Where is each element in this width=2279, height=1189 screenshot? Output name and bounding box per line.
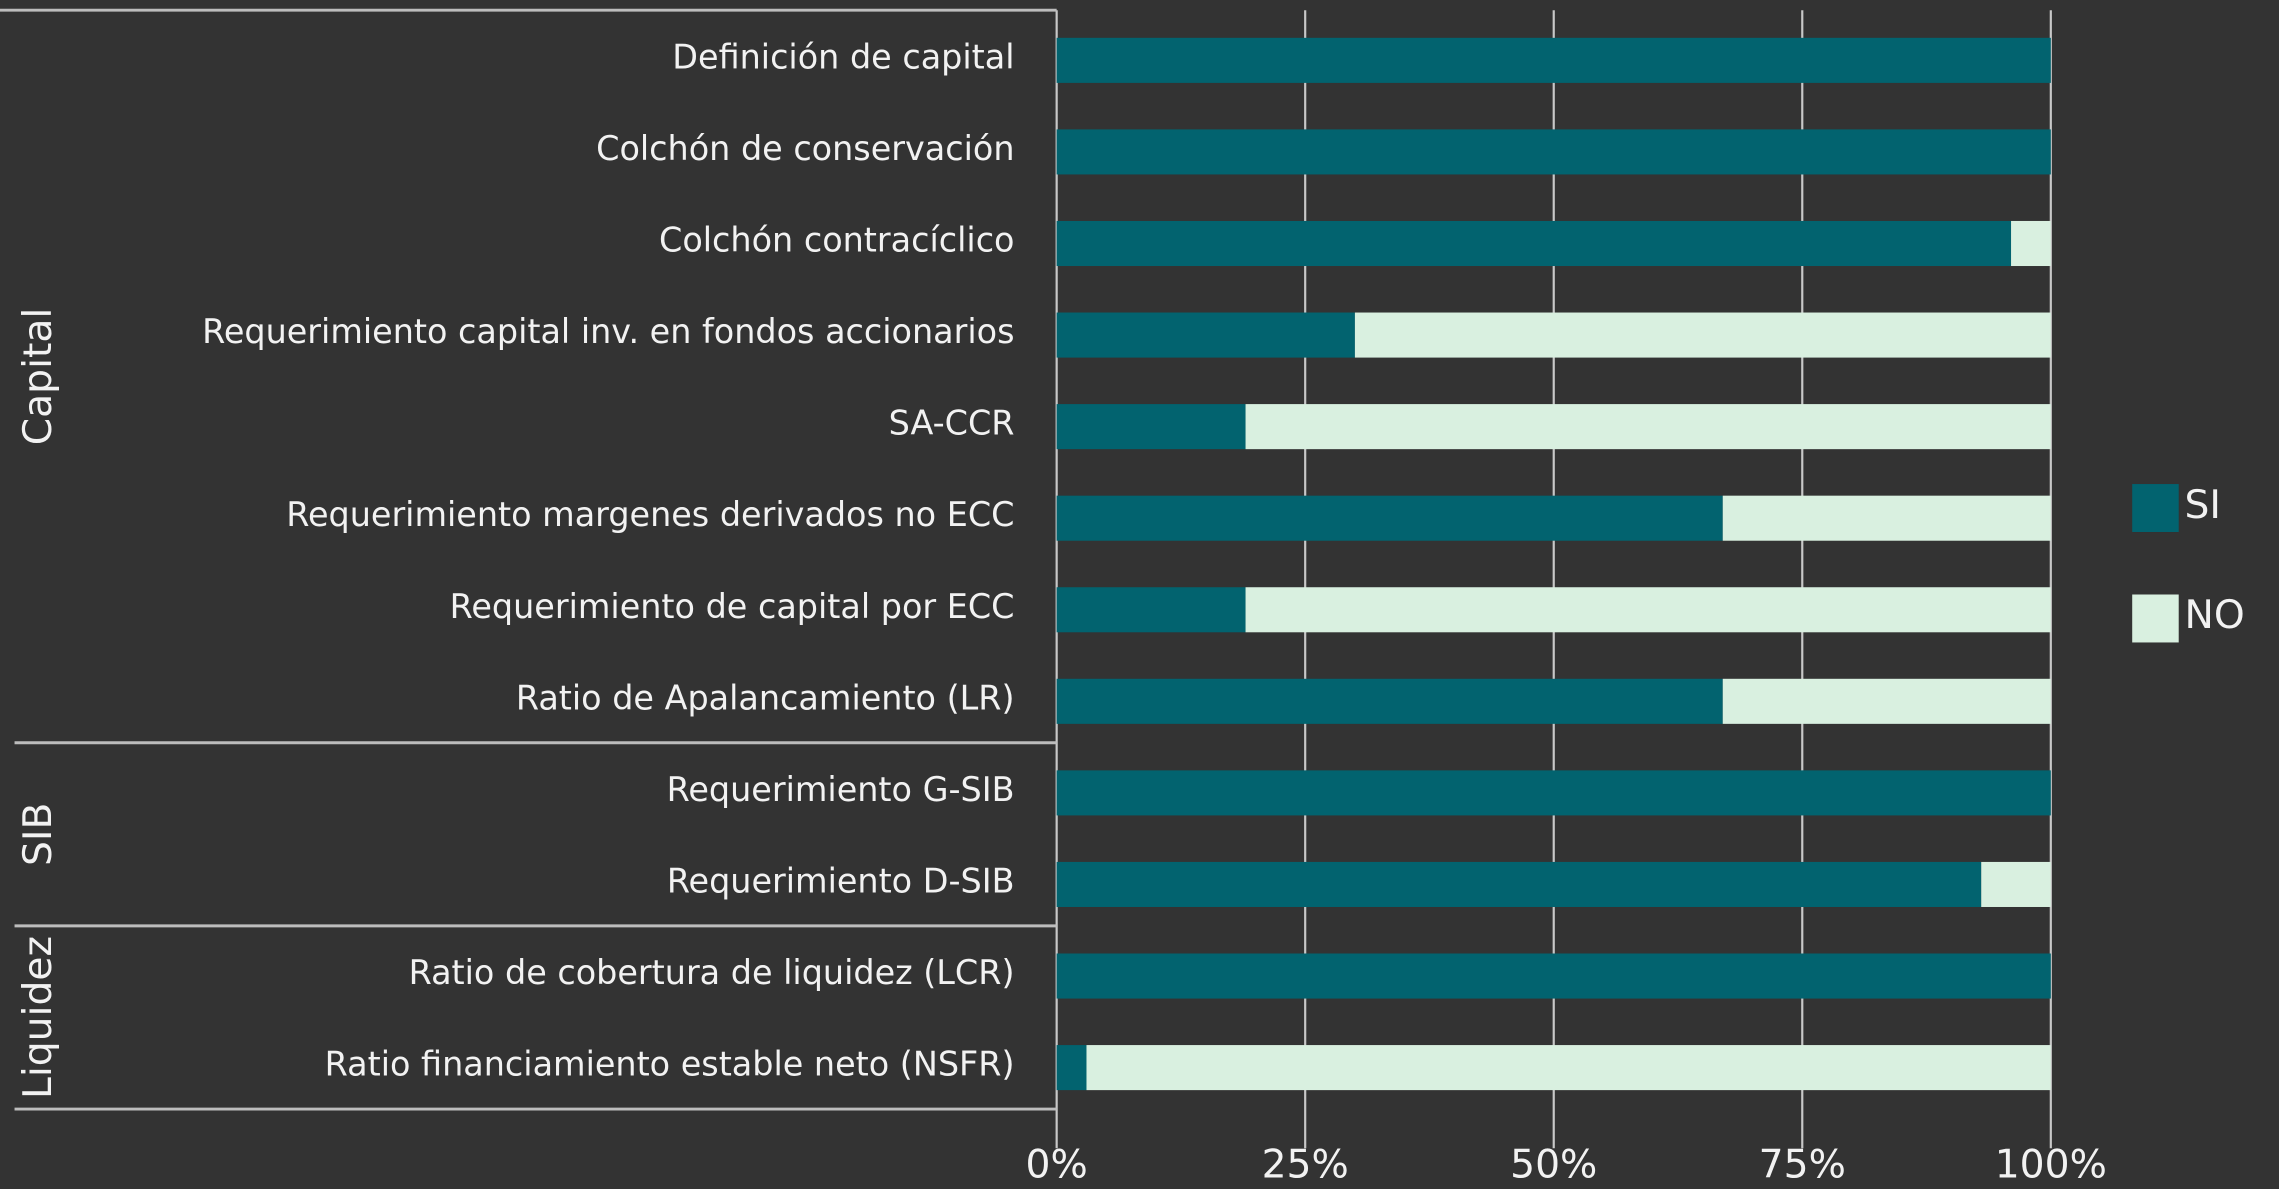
x-tick-label: 75% <box>1759 1143 1846 1188</box>
bar-segment <box>1086 1045 2051 1091</box>
y-tick-label: Requerimiento de capital por ECC <box>450 587 1015 626</box>
x-tick-label: 100% <box>1995 1143 2107 1188</box>
bar-segment <box>1056 495 1723 541</box>
bar-segment <box>2011 220 2051 267</box>
bar-segment <box>1056 678 1723 724</box>
bar-segment <box>1056 587 1246 633</box>
bar-segment <box>1056 220 2012 267</box>
group-label: Liquidez <box>16 936 61 1099</box>
bar-segment <box>1056 953 2051 999</box>
y-tick-label: Ratio de cobertura de liquidez (LCR) <box>409 953 1015 992</box>
x-tick-label: 25% <box>1262 1143 1349 1188</box>
legend-swatch <box>2132 484 2179 533</box>
y-tick-label: Definición de capital <box>672 37 1014 76</box>
bar-segment <box>1722 678 2051 724</box>
bar-segment <box>1722 495 2051 541</box>
bar-segment <box>1981 861 2051 907</box>
bar-segment <box>1245 587 2051 633</box>
bar-segment <box>1245 404 2051 450</box>
bar-segment <box>1056 770 2051 816</box>
y-tick-label: Requerimiento capital inv. en fondos acc… <box>202 312 1014 351</box>
bar-segment <box>1354 312 2051 358</box>
y-tick-label: Requerimiento D-SIB <box>667 862 1015 901</box>
bar-segment <box>1056 312 1355 358</box>
x-tick-label: 50% <box>1510 1143 1597 1188</box>
y-tick-label: Requerimiento G-SIB <box>667 770 1015 809</box>
bar-segment <box>1056 404 1246 450</box>
y-tick-label: Ratio financiamiento estable neto (NSFR) <box>325 1045 1015 1084</box>
y-tick-label: Colchón contracíclico <box>659 221 1014 260</box>
legend-label: NO <box>2185 593 2245 638</box>
bar-segment <box>1056 37 2051 83</box>
y-tick-label: Requerimiento margenes derivados no ECC <box>286 495 1014 534</box>
bar-segment <box>1056 861 1982 907</box>
bar-segment <box>1056 129 2051 175</box>
bar-segment <box>1056 1045 1087 1091</box>
group-label: Capital <box>16 308 61 446</box>
legend-label: SI <box>2185 483 2221 528</box>
y-tick-label: Ratio de Apalancamiento (LR) <box>516 678 1015 717</box>
y-tick-label: Colchón de conservación <box>596 129 1014 168</box>
x-tick-label: 0% <box>1026 1143 1088 1188</box>
legend-swatch <box>2132 594 2179 643</box>
group-label: SIB <box>16 803 61 866</box>
y-tick-label: SA-CCR <box>889 404 1015 443</box>
